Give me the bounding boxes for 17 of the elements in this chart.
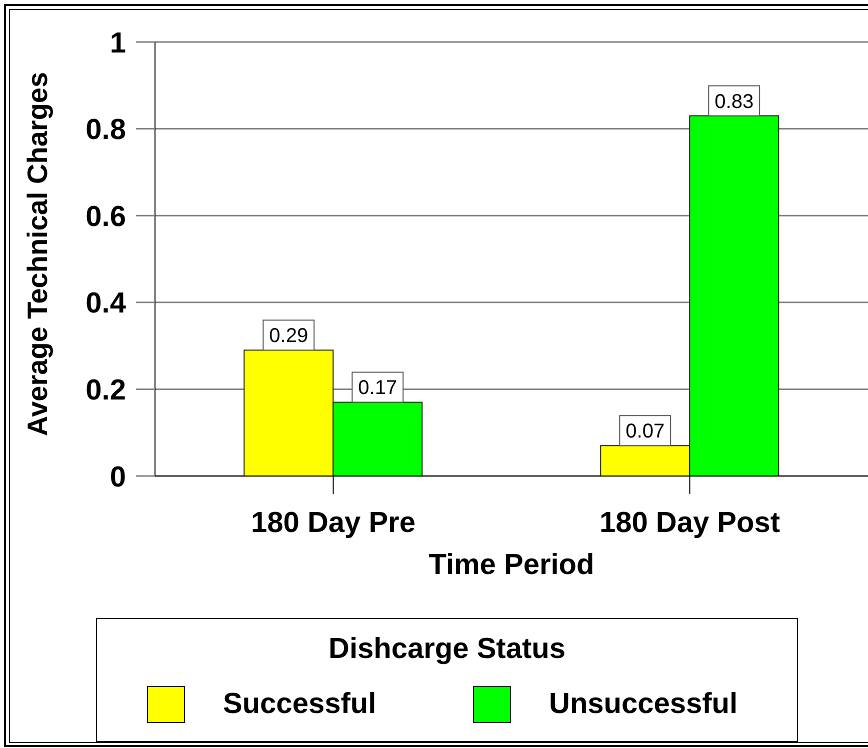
data-label: 0.29 bbox=[269, 325, 308, 348]
y-tick-label: 0.4 bbox=[86, 288, 126, 320]
y-tick-label: 0.2 bbox=[86, 374, 126, 406]
legend-title: Dishcarge Status bbox=[328, 633, 566, 665]
y-tick-label: 0.6 bbox=[86, 200, 126, 233]
y-tick-label: 0.8 bbox=[86, 114, 126, 146]
x-tick-label: 180 Day Pre bbox=[251, 507, 416, 539]
data-label: 0.83 bbox=[714, 90, 754, 113]
legend-label: Unsuccessful bbox=[549, 688, 738, 720]
y-axis-title: Average Technical Charges bbox=[22, 72, 53, 436]
x-tick-label: 180 Day Post bbox=[599, 507, 780, 539]
y-tick-label: 0 bbox=[110, 461, 126, 494]
y-tick-label: 1 bbox=[110, 27, 126, 60]
x-axis-title: Time Period bbox=[428, 549, 594, 581]
data-label: 0.07 bbox=[626, 420, 665, 443]
data-label: 0.17 bbox=[358, 377, 398, 400]
legend-label: Successful bbox=[223, 688, 376, 720]
